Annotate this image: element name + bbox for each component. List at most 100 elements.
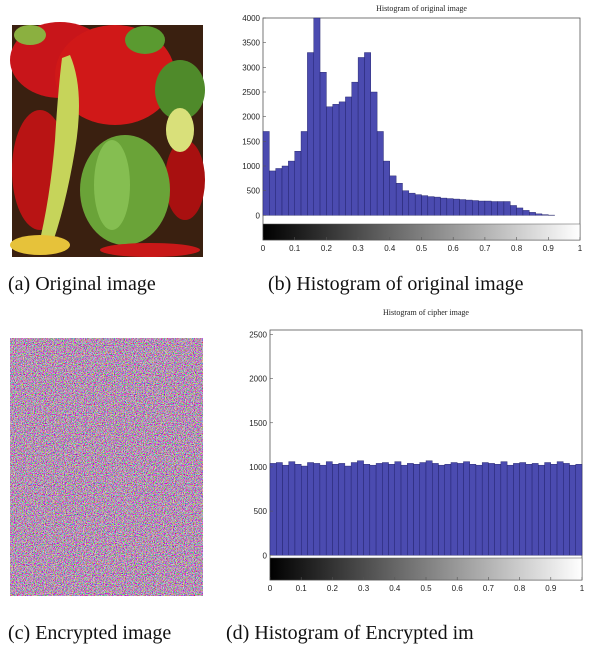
bar bbox=[501, 462, 507, 556]
bar bbox=[314, 18, 320, 215]
bar bbox=[529, 212, 535, 215]
bar bbox=[563, 463, 569, 555]
x-tick-label: 0.6 bbox=[448, 244, 460, 253]
bar bbox=[326, 107, 332, 216]
x-tick-label: 0.6 bbox=[452, 584, 464, 593]
bar bbox=[517, 208, 523, 215]
bar bbox=[370, 465, 376, 555]
x-tick-label: 0 bbox=[268, 584, 273, 593]
bar bbox=[409, 193, 415, 215]
bar bbox=[295, 464, 301, 555]
bar bbox=[377, 131, 383, 215]
y-tick-label: 1000 bbox=[242, 162, 260, 171]
bar bbox=[432, 463, 438, 555]
bar bbox=[526, 464, 532, 555]
bar bbox=[520, 463, 526, 556]
x-tick-label: 0.2 bbox=[321, 244, 333, 253]
x-tick-label: 0.9 bbox=[545, 584, 557, 593]
bar bbox=[420, 463, 426, 556]
bar bbox=[451, 463, 457, 556]
figure: (a) Original image (b) Histogram of orig… bbox=[0, 0, 607, 649]
bar bbox=[498, 202, 504, 216]
bar bbox=[339, 463, 345, 555]
bar bbox=[320, 465, 326, 555]
bar bbox=[510, 205, 516, 215]
y-tick-label: 2500 bbox=[242, 88, 260, 97]
y-tick-label: 3500 bbox=[242, 39, 260, 48]
bar bbox=[396, 183, 402, 215]
bar bbox=[364, 464, 370, 555]
bar bbox=[301, 131, 307, 215]
bar bbox=[447, 199, 453, 216]
bar bbox=[288, 161, 294, 215]
y-tick-label: 2000 bbox=[242, 113, 260, 122]
bar bbox=[276, 168, 282, 215]
bar bbox=[357, 461, 363, 556]
y-tick-label: 3000 bbox=[242, 63, 260, 72]
x-tick-label: 0.7 bbox=[483, 584, 495, 593]
x-tick-label: 0.4 bbox=[389, 584, 401, 593]
bar bbox=[422, 196, 428, 216]
caption: (c) Encrypted image bbox=[8, 622, 171, 644]
bar bbox=[390, 176, 396, 215]
bar bbox=[352, 82, 358, 215]
y-tick-label: 2000 bbox=[249, 375, 267, 384]
bar bbox=[536, 214, 542, 215]
gray-strip bbox=[270, 558, 582, 580]
x-tick-label: 0 bbox=[261, 244, 266, 253]
x-tick-label: 0.8 bbox=[511, 244, 523, 253]
chart-title: Histogram of cipher image bbox=[383, 308, 469, 317]
bar bbox=[415, 195, 421, 216]
x-tick-label: 1 bbox=[580, 584, 585, 593]
encrypted-image bbox=[10, 338, 203, 596]
bar bbox=[282, 465, 288, 555]
bar bbox=[472, 201, 478, 216]
bar bbox=[301, 466, 307, 555]
x-tick-label: 0.7 bbox=[479, 244, 491, 253]
bar bbox=[441, 198, 447, 215]
bar bbox=[333, 104, 339, 215]
bar bbox=[389, 464, 395, 555]
bar bbox=[395, 462, 401, 556]
bar bbox=[345, 466, 351, 555]
bar bbox=[276, 463, 282, 556]
bar bbox=[479, 201, 485, 215]
x-tick-label: 1 bbox=[578, 244, 583, 253]
bar bbox=[358, 57, 364, 215]
bar bbox=[351, 463, 357, 556]
bar bbox=[364, 53, 370, 216]
bar bbox=[460, 200, 466, 216]
bar bbox=[434, 197, 440, 215]
y-tick-label: 4000 bbox=[242, 14, 260, 23]
original-image bbox=[10, 22, 205, 257]
y-tick-label: 0 bbox=[256, 211, 261, 220]
bar bbox=[438, 465, 444, 555]
bar bbox=[426, 461, 432, 556]
bar bbox=[269, 171, 275, 215]
bar bbox=[295, 151, 301, 215]
bar bbox=[339, 102, 345, 215]
bar bbox=[428, 197, 434, 216]
bar bbox=[457, 463, 463, 555]
bar bbox=[382, 463, 388, 556]
bar bbox=[542, 215, 548, 216]
bar bbox=[463, 462, 469, 556]
bar bbox=[453, 199, 459, 215]
bar bbox=[263, 131, 269, 215]
bar bbox=[314, 463, 320, 555]
bar bbox=[326, 462, 332, 556]
x-tick-label: 0.5 bbox=[420, 584, 432, 593]
bar bbox=[371, 92, 377, 215]
y-tick-label: 1500 bbox=[242, 137, 260, 146]
bar bbox=[383, 161, 389, 215]
caption: (b) Histogram of original image bbox=[268, 273, 524, 295]
x-tick-label: 0.1 bbox=[289, 244, 301, 253]
bar bbox=[523, 210, 529, 215]
bar bbox=[401, 465, 407, 555]
bar bbox=[485, 201, 491, 215]
bar bbox=[445, 464, 451, 555]
bar bbox=[466, 200, 472, 215]
y-tick-label: 500 bbox=[254, 507, 268, 516]
bar bbox=[576, 464, 582, 555]
bar bbox=[557, 462, 563, 556]
